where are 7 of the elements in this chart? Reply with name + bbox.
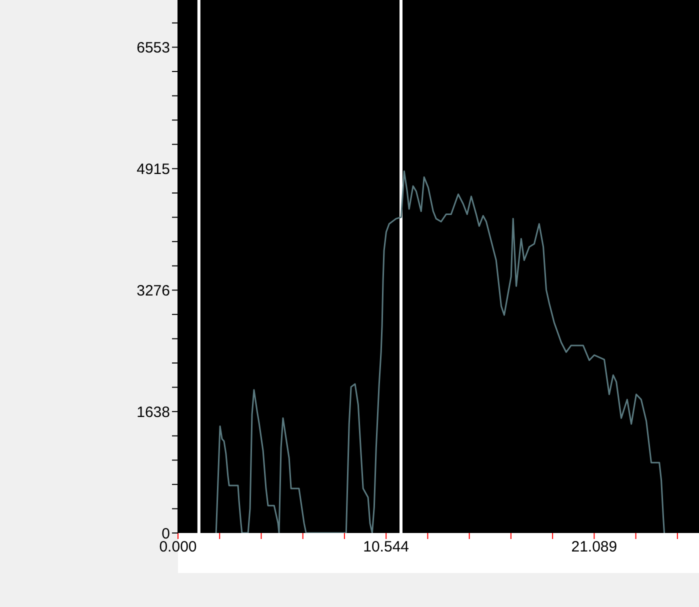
y-tick-label: 3276 <box>136 282 170 300</box>
x-tick-label: 21.089 <box>571 538 618 556</box>
y-tick-label: 4915 <box>136 160 170 178</box>
y-tick-label: 1638 <box>136 404 170 421</box>
x-tick-label: 10.544 <box>363 538 410 556</box>
y-tick-label: 6553 <box>136 40 170 57</box>
line-series <box>215 170 666 533</box>
